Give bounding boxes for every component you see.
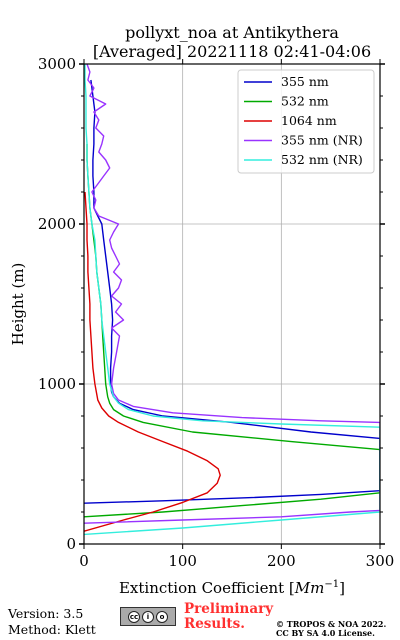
legend-label-2: 1064 nm	[281, 113, 337, 128]
legend-label-4: 532 nm (NR)	[281, 152, 363, 167]
legend-label-3: 355 nm (NR)	[281, 133, 363, 148]
series-line-2	[84, 191, 221, 532]
y-tick-label: 3000	[38, 55, 76, 73]
series-line-0	[84, 79, 380, 504]
plot-frame	[83, 63, 381, 545]
chart: pollyxt_noa at Antikythera [Averaged] 20…	[9, 23, 395, 597]
version-text: Version: 3.5	[8, 606, 84, 621]
x-tick-label: 0	[79, 552, 89, 570]
series-line-4	[84, 64, 380, 536]
series-line-3	[84, 64, 380, 524]
chart-title-line1: pollyxt_noa at Antikythera	[125, 23, 339, 42]
copyright-text: © TROPOS & NOA 2022. CC BY SA 4.0 Licens…	[276, 619, 387, 638]
sa-icon: o	[156, 610, 168, 623]
x-axis-label: Extinction Coefficient [Mm−1]	[119, 579, 345, 597]
legend: 355 nm 532 nm 1064 nm 355 nm (NR) 532 nm (NR…	[237, 69, 375, 174]
y-tick-label: 1000	[38, 375, 76, 393]
x-tick-label: 200	[267, 552, 296, 570]
series-lines	[84, 64, 380, 536]
by-icon: i	[142, 610, 154, 623]
method-text: Method: Klett	[8, 622, 96, 637]
preliminary-results-text: Preliminary Results.	[184, 601, 274, 632]
legend-box	[237, 69, 375, 174]
cc-license-badge: cc i o	[120, 607, 176, 626]
y-tick-label: 0	[66, 535, 76, 553]
legend-label-1: 532 nm	[281, 94, 329, 109]
legend-label-0: 355 nm	[281, 74, 329, 89]
cc-icon: cc	[128, 610, 140, 623]
y-axis-label: Height (m)	[9, 263, 27, 346]
y-tick-label: 2000	[38, 215, 76, 233]
series-line-1	[84, 144, 380, 518]
x-tick-label: 100	[168, 552, 197, 570]
x-tick-label: 300	[366, 552, 395, 570]
chart-title-line2: [Averaged] 20221118 02:41-04:06	[93, 42, 371, 61]
